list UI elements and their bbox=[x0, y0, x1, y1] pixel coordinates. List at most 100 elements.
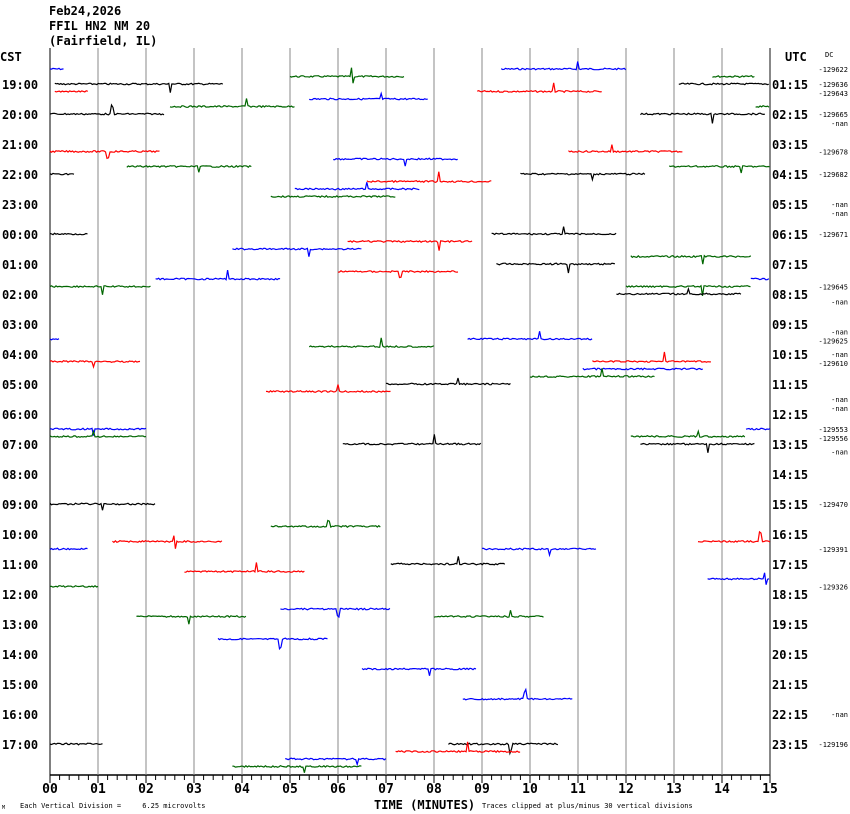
scale-note: Each Vertical Division = 6.25 microvolts bbox=[20, 802, 205, 810]
cst-hour-label: 01:00 bbox=[2, 258, 38, 272]
cst-hour-label: 23:00 bbox=[2, 198, 38, 212]
dc-offset-value: -129391 bbox=[818, 546, 848, 554]
cst-hour-label: 03:00 bbox=[2, 318, 38, 332]
x-tick-label: 00 bbox=[42, 782, 58, 797]
dc-offset-value: -nan bbox=[831, 329, 848, 337]
trace-segment bbox=[270, 194, 396, 198]
utc-hour-label: 17:15 bbox=[772, 558, 808, 572]
x-tick-label: 15 bbox=[762, 782, 778, 797]
cst-hour-label: 10:00 bbox=[2, 528, 38, 542]
trace-segment bbox=[49, 338, 60, 341]
trace-segment bbox=[385, 377, 511, 386]
utc-hour-label: 07:15 bbox=[772, 258, 808, 272]
utc-hour-label: 03:15 bbox=[772, 138, 808, 152]
utc-hour-label: 23:15 bbox=[772, 738, 808, 752]
trace-segment bbox=[49, 172, 75, 176]
trace-segment bbox=[712, 75, 755, 79]
cst-hour-label: 07:00 bbox=[2, 438, 38, 452]
dc-offset-value: -129678 bbox=[818, 149, 848, 157]
dc-offset-value: -129326 bbox=[818, 584, 848, 592]
cst-hour-label: 21:00 bbox=[2, 138, 38, 152]
dc-offset-value: -nan bbox=[831, 351, 848, 359]
trace-segment bbox=[697, 530, 771, 543]
trace-segment bbox=[640, 442, 755, 453]
trace-segment bbox=[678, 82, 769, 86]
trace-segment bbox=[184, 562, 305, 574]
trace-segment bbox=[136, 614, 247, 625]
dc-offset-value: -129556 bbox=[818, 435, 848, 443]
dc-offset-value: -nan bbox=[831, 449, 848, 457]
utc-hour-label: 20:15 bbox=[772, 648, 808, 662]
x-tick-label: 04 bbox=[234, 782, 250, 797]
trace-segment bbox=[630, 429, 746, 438]
trace-segment bbox=[49, 67, 64, 71]
cst-hour-label: 02:00 bbox=[2, 288, 38, 302]
trace-segment bbox=[366, 171, 492, 184]
x-tick-label: 05 bbox=[282, 782, 298, 797]
trace-segment bbox=[289, 67, 405, 84]
trace-segment bbox=[232, 765, 362, 773]
cst-hour-label: 15:00 bbox=[2, 678, 38, 692]
dc-offset-value: -129553 bbox=[818, 426, 848, 434]
cst-hour-label: 12:00 bbox=[2, 588, 38, 602]
cst-hour-label: 14:00 bbox=[2, 648, 38, 662]
trace-segment bbox=[625, 284, 751, 296]
utc-hour-label: 06:15 bbox=[772, 228, 808, 242]
utc-hour-label: 15:15 bbox=[772, 498, 808, 512]
trace-segment bbox=[309, 91, 428, 101]
cst-hour-label: 16:00 bbox=[2, 708, 38, 722]
trace-segment bbox=[126, 164, 252, 173]
utc-hour-label: 16:15 bbox=[772, 528, 808, 542]
trace-segment bbox=[49, 103, 165, 116]
cst-hour-label: 06:00 bbox=[2, 408, 38, 422]
cst-hour-label: 11:00 bbox=[2, 558, 38, 572]
trace-segment bbox=[49, 232, 88, 236]
trace-segment bbox=[582, 367, 703, 371]
x-tick-label: 01 bbox=[90, 782, 106, 797]
clip-note: Traces clipped at plus/minus 30 vertical… bbox=[482, 802, 693, 810]
trace-segment bbox=[390, 556, 506, 566]
x-tick-label: 07 bbox=[378, 782, 394, 797]
date-label: Feb24,2026 bbox=[49, 4, 122, 18]
x-tick-label: 11 bbox=[570, 782, 586, 797]
trace-segment bbox=[270, 519, 381, 529]
station-label: FFIL HN2 NM 20 bbox=[49, 19, 151, 33]
x-tick-label: 02 bbox=[138, 782, 154, 797]
utc-hour-label: 11:15 bbox=[772, 378, 808, 392]
trace-segment bbox=[500, 61, 627, 71]
trace-segment bbox=[630, 254, 752, 265]
dc-offset-value: -nan bbox=[831, 405, 848, 413]
trace-segment bbox=[49, 285, 151, 295]
cst-hour-label: 09:00 bbox=[2, 498, 38, 512]
x-tick-label: 08 bbox=[426, 782, 442, 797]
trace-segment bbox=[49, 360, 141, 369]
x-tick-label: 14 bbox=[714, 782, 730, 797]
trace-segment bbox=[217, 637, 328, 651]
trace-segment bbox=[49, 502, 156, 511]
dc-offset-value: -129682 bbox=[818, 171, 848, 179]
dc-offset-value: -129610 bbox=[818, 360, 848, 368]
trace-segment bbox=[529, 368, 655, 378]
dc-offset-value: -129665 bbox=[818, 111, 848, 119]
trace-segment bbox=[568, 144, 683, 154]
dc-offset-value: -129636 bbox=[818, 81, 848, 89]
utc-hour-label: 04:15 bbox=[772, 168, 808, 182]
dc-offset-value: -nan bbox=[831, 396, 848, 404]
trace-segment bbox=[496, 262, 616, 274]
x-tick-label: 10 bbox=[522, 782, 538, 797]
cst-hour-label: 19:00 bbox=[2, 78, 38, 92]
dc-offset-value: -129622 bbox=[818, 66, 848, 74]
trace-segment bbox=[347, 240, 473, 251]
cst-hour-label: 04:00 bbox=[2, 348, 38, 362]
utc-hour-label: 08:15 bbox=[772, 288, 808, 302]
trace-segment bbox=[616, 286, 742, 296]
cst-hour-label: 00:00 bbox=[2, 228, 38, 242]
trace-segment bbox=[668, 164, 770, 174]
trace-segment bbox=[491, 226, 617, 236]
trace-segment bbox=[49, 149, 160, 160]
utc-hour-label: 09:15 bbox=[772, 318, 808, 332]
utc-hour-label: 02:15 bbox=[772, 108, 808, 122]
dc-offset-value: -nan bbox=[831, 299, 848, 307]
trace-segment bbox=[265, 384, 391, 394]
